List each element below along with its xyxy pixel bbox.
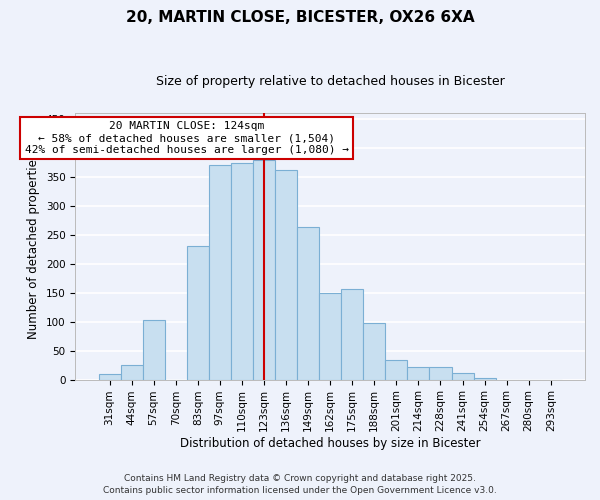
- X-axis label: Distribution of detached houses by size in Bicester: Distribution of detached houses by size …: [180, 437, 481, 450]
- Bar: [231, 162, 253, 380]
- Y-axis label: Number of detached properties: Number of detached properties: [28, 153, 40, 339]
- Bar: [187, 246, 209, 380]
- Bar: [253, 160, 275, 380]
- Bar: [452, 373, 473, 380]
- Bar: [430, 368, 452, 380]
- Bar: [473, 378, 496, 380]
- Bar: [275, 170, 297, 380]
- Text: 20, MARTIN CLOSE, BICESTER, OX26 6XA: 20, MARTIN CLOSE, BICESTER, OX26 6XA: [125, 10, 475, 25]
- Bar: [209, 165, 231, 380]
- Bar: [121, 365, 143, 380]
- Bar: [297, 227, 319, 380]
- Text: Contains HM Land Registry data © Crown copyright and database right 2025.
Contai: Contains HM Land Registry data © Crown c…: [103, 474, 497, 495]
- Bar: [407, 368, 430, 380]
- Bar: [98, 374, 121, 380]
- Text: 20 MARTIN CLOSE: 124sqm
← 58% of detached houses are smaller (1,504)
42% of semi: 20 MARTIN CLOSE: 124sqm ← 58% of detache…: [25, 122, 349, 154]
- Bar: [143, 320, 164, 380]
- Bar: [341, 289, 363, 380]
- Bar: [319, 292, 341, 380]
- Title: Size of property relative to detached houses in Bicester: Size of property relative to detached ho…: [156, 75, 505, 88]
- Bar: [363, 324, 385, 380]
- Bar: [385, 360, 407, 380]
